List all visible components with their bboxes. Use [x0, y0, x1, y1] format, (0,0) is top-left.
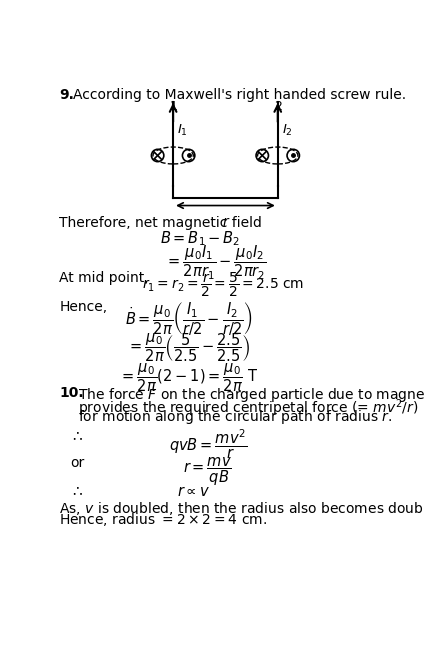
Text: Therefore, net magnetic field: Therefore, net magnetic field [59, 216, 262, 230]
Text: $\dot{B} = \dfrac{\mu_0}{2\pi} \left( \dfrac{I_1}{r/2} - \dfrac{I_2}{r/2} \right: $\dot{B} = \dfrac{\mu_0}{2\pi} \left( \d… [125, 300, 252, 337]
Text: $I_2$: $I_2$ [282, 123, 293, 138]
Text: $I_1$: $I_1$ [177, 123, 188, 138]
Text: $qvB = \dfrac{mv^2}{r}$: $qvB = \dfrac{mv^2}{r}$ [169, 428, 247, 461]
Text: provides the required centripetal force (= $mv^2/r$) necessary: provides the required centripetal force … [78, 397, 424, 419]
Text: $= \dfrac{\mu_0 I_1}{2\pi r_1} - \dfrac{\mu_0 I_2}{2\pi r_2}$: $= \dfrac{\mu_0 I_1}{2\pi r_1} - \dfrac{… [165, 243, 267, 281]
Text: $\therefore$: $\therefore$ [70, 428, 84, 443]
Text: According to Maxwell's right handed screw rule.: According to Maxwell's right handed scre… [73, 88, 406, 102]
Text: 10.: 10. [59, 387, 84, 400]
Text: The force $F$ on the charged particle due to magnetic field: The force $F$ on the charged particle du… [78, 387, 424, 404]
Text: $r_1 = r_2 = \dfrac{r}{2} = \dfrac{5}{2} = 2.5$ cm: $r_1 = r_2 = \dfrac{r}{2} = \dfrac{5}{2}… [142, 271, 304, 300]
Text: for motion along the circular path of radius $r$.: for motion along the circular path of ra… [78, 408, 392, 426]
Text: 1: 1 [169, 100, 177, 113]
Text: As, $v$ is doubled, then the radius also becomes double.: As, $v$ is doubled, then the radius also… [59, 500, 424, 517]
Text: or: or [70, 456, 84, 470]
Text: $B = B_1 - B_2$: $B = B_1 - B_2$ [160, 230, 240, 248]
Text: Hence,: Hence, [59, 300, 107, 314]
Text: $= \dfrac{\mu_0}{2\pi} (2 - 1) = \dfrac{\mu_0}{2\pi}$ T: $= \dfrac{\mu_0}{2\pi} (2 - 1) = \dfrac{… [119, 362, 258, 394]
Text: 2: 2 [274, 100, 282, 113]
Text: $r \propto v$: $r \propto v$ [177, 483, 210, 498]
Text: 9.: 9. [59, 88, 74, 102]
Text: Hence, radius $= 2 \times 2 = 4$ cm.: Hence, radius $= 2 \times 2 = 4$ cm. [59, 511, 267, 528]
Text: $r = \dfrac{mv}{qB}$: $r = \dfrac{mv}{qB}$ [184, 456, 232, 489]
Text: r: r [222, 215, 228, 229]
Text: At mid point,: At mid point, [59, 271, 149, 285]
Text: $= \dfrac{\mu_0}{2\pi} \left( \dfrac{5}{2.5} - \dfrac{2.5}{2.5} \right)$: $= \dfrac{\mu_0}{2\pi} \left( \dfrac{5}{… [127, 331, 250, 364]
Text: $\therefore$: $\therefore$ [70, 483, 84, 498]
